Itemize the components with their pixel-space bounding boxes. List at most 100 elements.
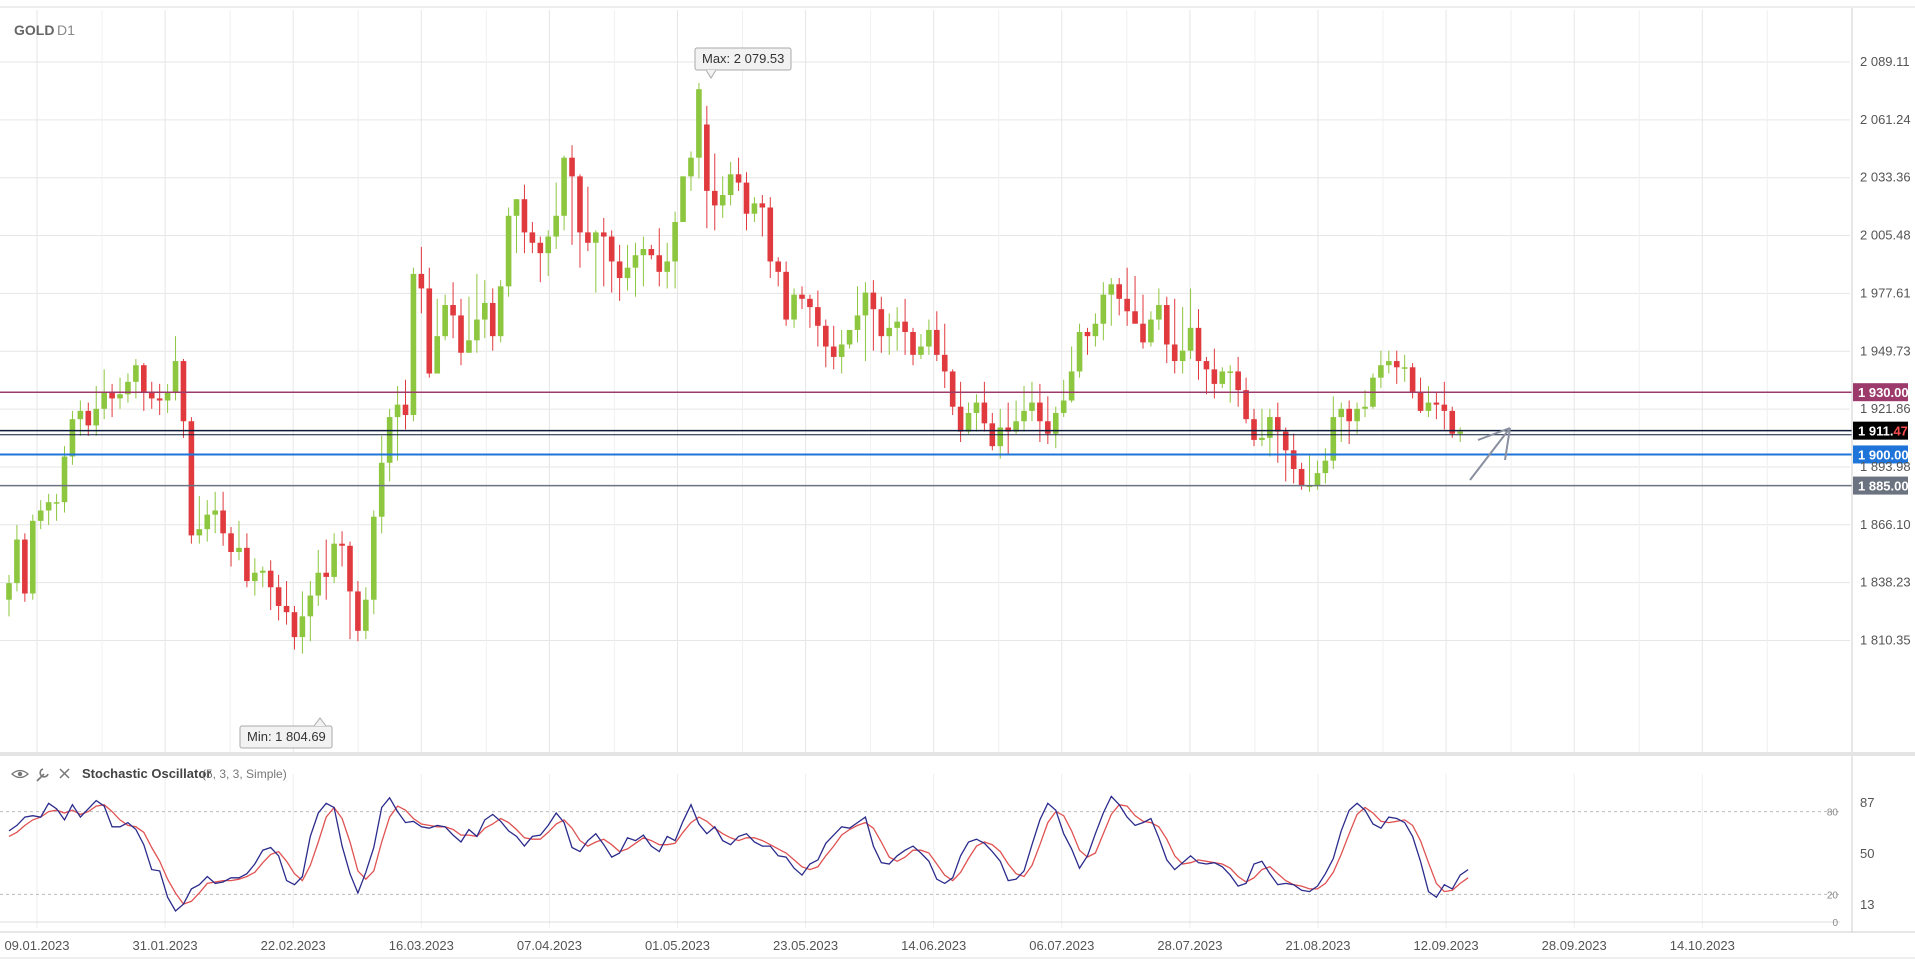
pane-separator [0, 752, 1915, 756]
candle [275, 574, 282, 621]
candle [14, 525, 20, 592]
candle [434, 298, 441, 374]
candle [1195, 309, 1202, 380]
candle [109, 383, 115, 418]
candle-body [1449, 410, 1456, 434]
candle-body [275, 587, 282, 606]
candle [22, 533, 28, 602]
candle [664, 242, 670, 289]
candle [1259, 408, 1265, 447]
candle-body [870, 292, 877, 310]
candle-body [1068, 371, 1075, 401]
candle [1219, 367, 1226, 389]
date-tick-label: 09.01.2023 [4, 938, 69, 953]
candle-body [1084, 332, 1091, 337]
candle-body [902, 321, 908, 333]
candle [1132, 275, 1138, 324]
candle [862, 282, 869, 362]
candle [815, 290, 821, 347]
candle [1045, 396, 1051, 445]
candle [466, 296, 472, 353]
candle [585, 186, 591, 252]
candle-body [442, 305, 448, 337]
candle-body [1211, 369, 1218, 384]
indicator-header: Stochastic Oscillator (5, 3, 3, Simple) [11, 766, 287, 782]
candle [1116, 278, 1122, 316]
candle-body [1076, 332, 1083, 372]
candle [608, 230, 615, 293]
candle-body [545, 236, 552, 254]
candle-body [1275, 417, 1281, 432]
candle [1409, 363, 1416, 399]
candle-body [934, 329, 940, 355]
close-icon[interactable] [59, 768, 70, 779]
candle-body [1393, 361, 1400, 368]
candle-body [648, 249, 655, 256]
candle-body [775, 261, 782, 272]
candle-body [1037, 402, 1043, 422]
candle-body [846, 329, 853, 345]
candle [172, 336, 179, 401]
candle [846, 329, 853, 349]
candle [1370, 373, 1376, 409]
candle-body [1441, 404, 1448, 411]
candle [743, 172, 750, 231]
candle-body [949, 371, 956, 407]
candle [141, 363, 147, 411]
candle [529, 222, 536, 254]
candle-body [624, 267, 631, 279]
candle [156, 383, 163, 416]
current-price-fraction: 47 [1893, 424, 1907, 439]
candle [553, 182, 559, 250]
candle [267, 560, 274, 611]
candle-body [61, 456, 68, 503]
candle [1235, 356, 1241, 407]
osc-band-label-20: 20 [1827, 890, 1839, 901]
indicator-params: (5, 3, 3, Simple) [202, 767, 287, 781]
eye-icon[interactable] [11, 769, 29, 779]
candle-body [489, 302, 496, 337]
candle-body [101, 392, 107, 409]
candle [482, 280, 488, 339]
candle-body [1100, 294, 1107, 324]
candle [632, 242, 639, 297]
candle [450, 282, 456, 339]
candle-body [394, 404, 401, 418]
candle-body [410, 273, 417, 416]
candle-body [156, 398, 163, 401]
candle [1148, 311, 1154, 347]
candle-body [307, 595, 314, 617]
candle [1037, 383, 1043, 443]
candle [77, 400, 84, 436]
candle-body [69, 419, 76, 457]
candle-body [204, 514, 211, 530]
date-tick-label: 28.07.2023 [1157, 938, 1222, 953]
candle-body [727, 174, 734, 196]
candle [577, 174, 583, 268]
candle [474, 273, 480, 353]
level-current-price-tag: 1 911.47 [1853, 421, 1908, 440]
candle-body [458, 315, 464, 353]
price-tick-label: 1 866.10 [1860, 517, 1911, 532]
candle-body [93, 408, 100, 426]
candle-body [1282, 431, 1289, 451]
horizontal-levels[interactable]: 1 930.00 1 911.47 1 900.00 1 885.00 [0, 383, 1909, 495]
date-tick-label: 28.09.2023 [1542, 938, 1607, 953]
candle-body [894, 321, 900, 328]
candle-body [1203, 361, 1210, 370]
wrench-icon[interactable] [36, 768, 49, 782]
candle-body [22, 539, 28, 594]
candle-body [450, 305, 456, 316]
candle-body [1235, 371, 1241, 391]
candle [378, 435, 385, 534]
candle [1076, 323, 1083, 378]
candle [561, 155, 567, 231]
candle-body [434, 336, 441, 374]
candle-body [1005, 427, 1011, 432]
candle [53, 493, 60, 521]
candle [505, 207, 512, 297]
candle [513, 199, 520, 254]
candle-body [482, 302, 488, 320]
candle [886, 313, 893, 355]
